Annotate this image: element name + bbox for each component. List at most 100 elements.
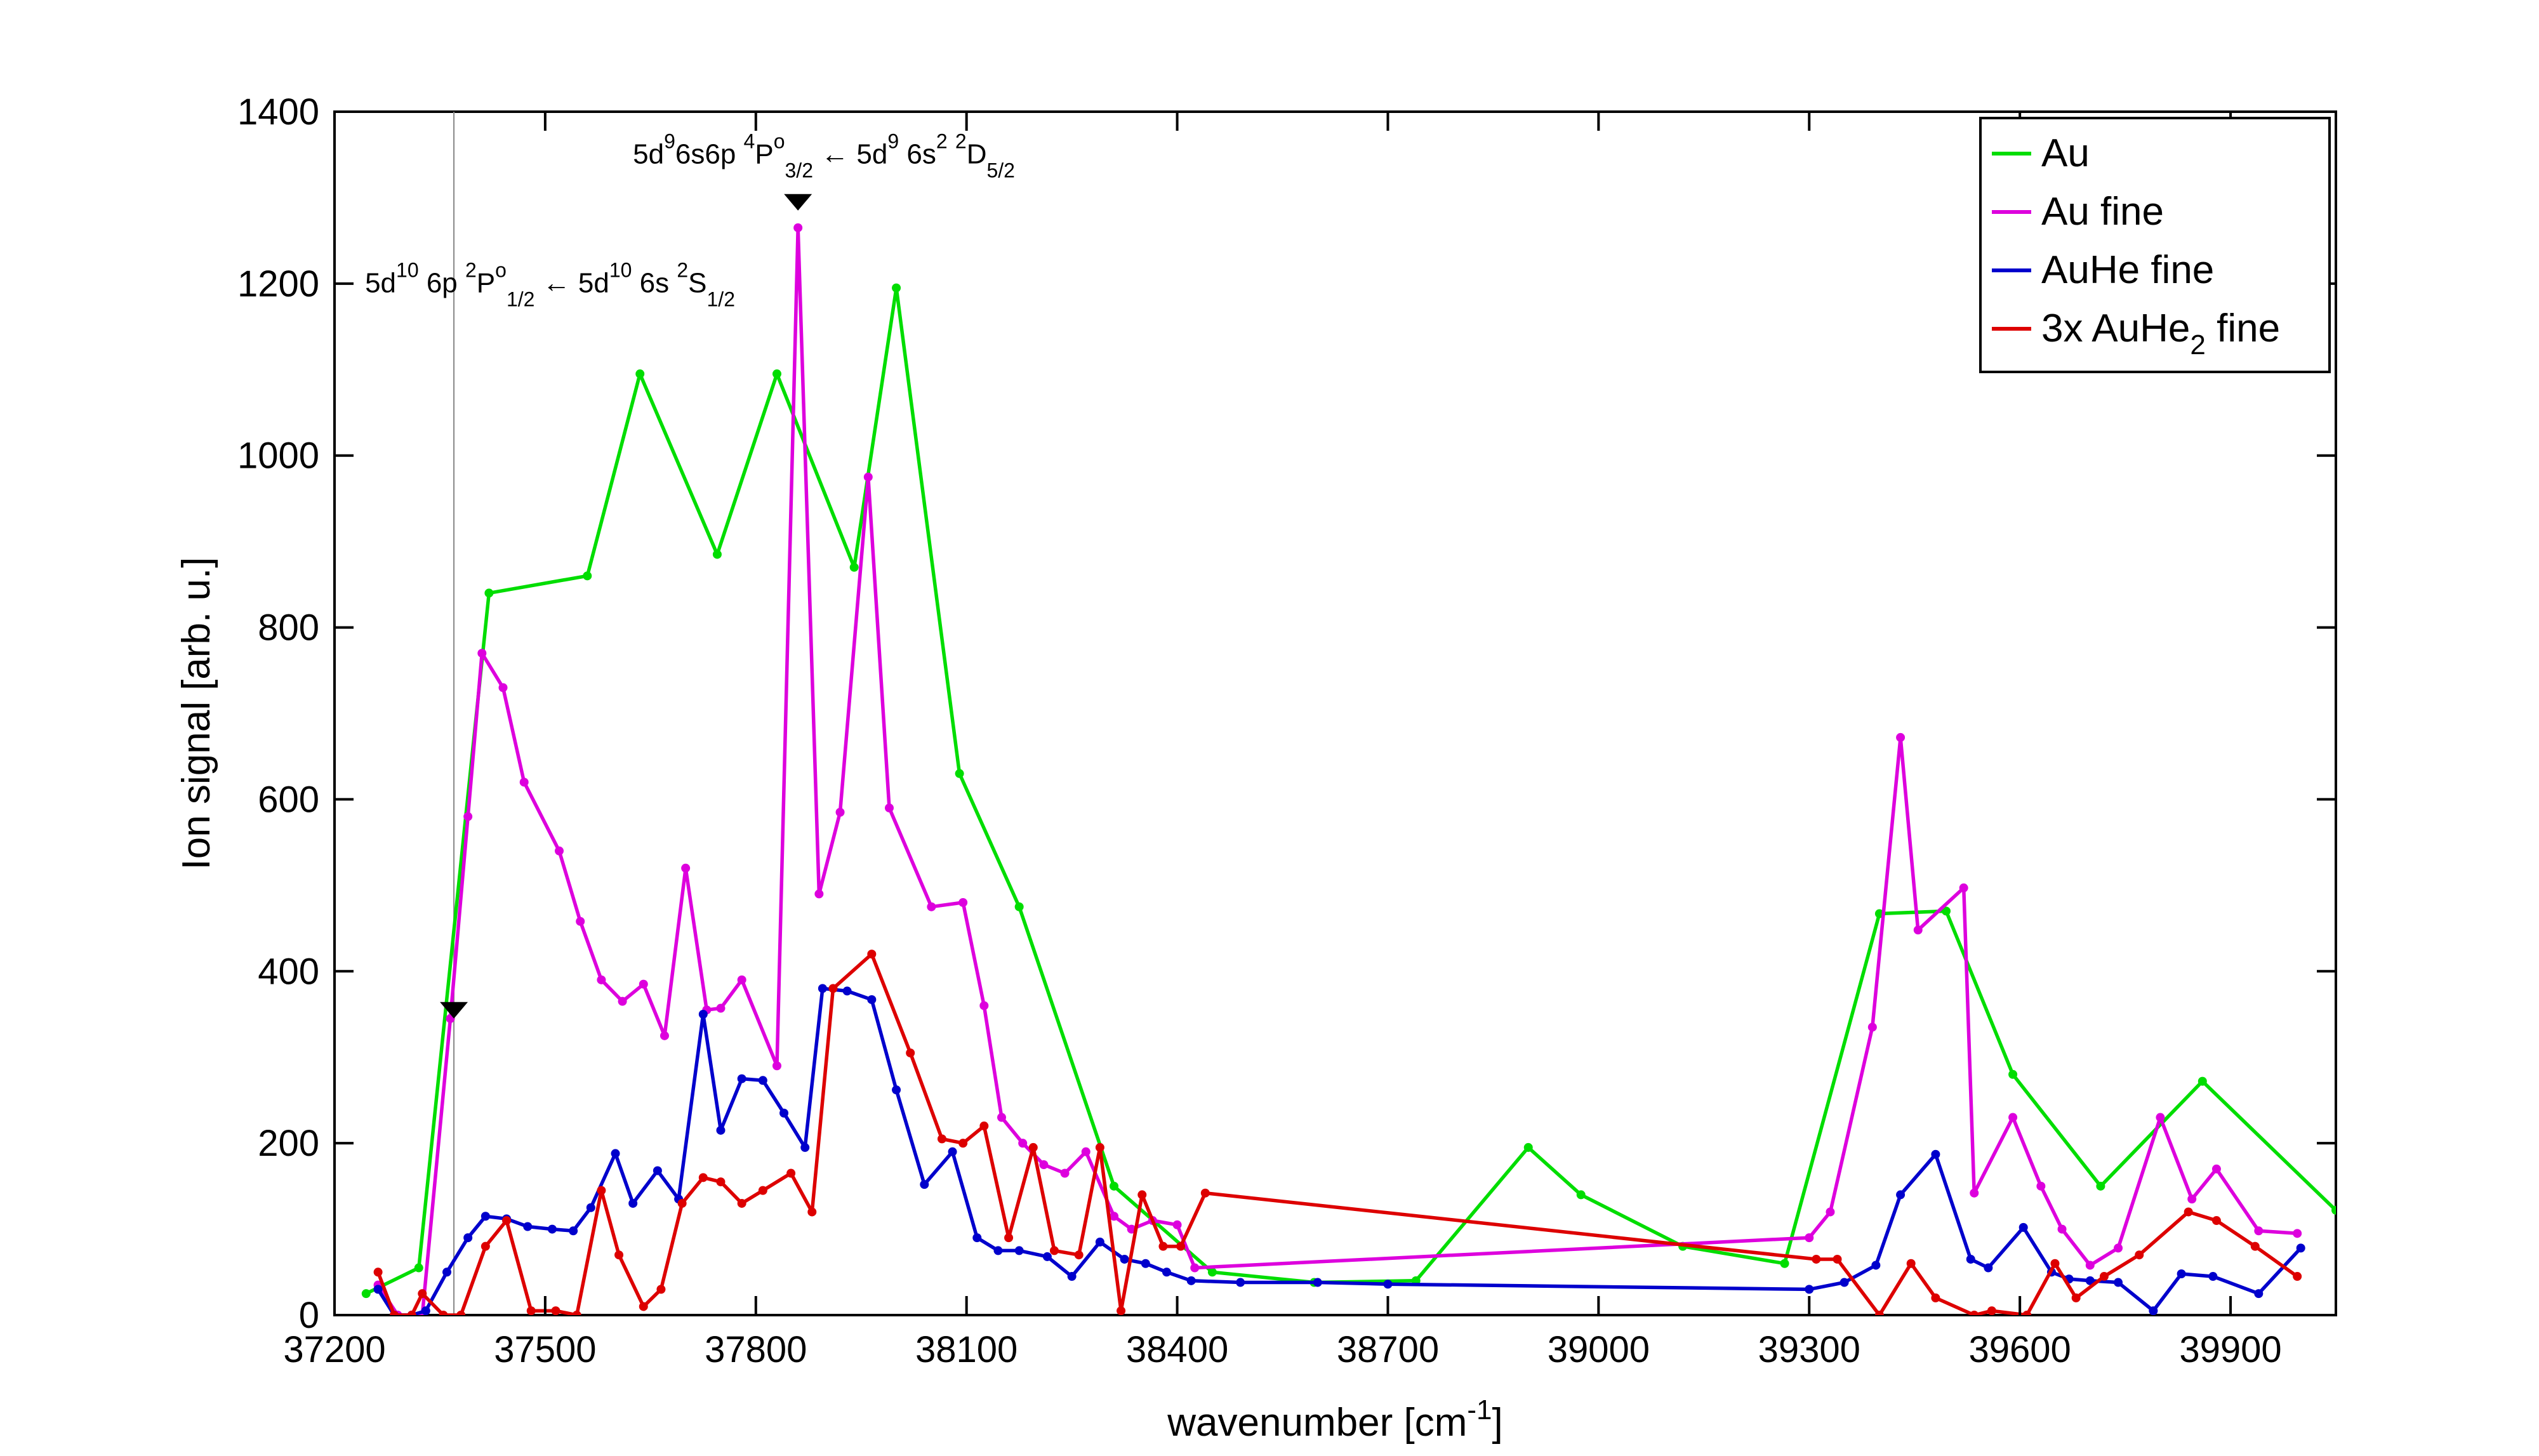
data-point (920, 1180, 929, 1189)
transition-label-part: 2 (677, 258, 688, 281)
transition-marker-icon (784, 194, 812, 211)
x-axis-label: wavenumber [cm-1] (1167, 1394, 1502, 1445)
data-point (618, 996, 627, 1006)
legend-label-end: fine (2206, 307, 2280, 350)
data-point (1867, 1023, 1877, 1032)
data-point (698, 1010, 708, 1019)
data-point (477, 649, 487, 658)
transition-label-part: ← 5d (813, 138, 887, 169)
data-point (2296, 1243, 2305, 1253)
data-point (2050, 1259, 2060, 1268)
transition-marker-icon (440, 1002, 468, 1019)
data-point (758, 1186, 767, 1195)
data-point (656, 1285, 666, 1294)
data-point (1931, 1149, 1940, 1159)
data-point (814, 889, 824, 899)
axis-ticks: 37200 37500 37800 38100 38400 38700 39000 39300… (237, 91, 2336, 1370)
y-tick-label: 800 (258, 607, 319, 649)
data-point (1931, 1293, 1940, 1302)
transition-label-part: o (495, 258, 507, 281)
data-point (2008, 1113, 2018, 1122)
data-point (927, 902, 936, 911)
data-point (1039, 1160, 1049, 1169)
series-1 (373, 223, 2302, 1315)
data-point (1049, 1246, 1059, 1255)
series-3 (373, 950, 2302, 1315)
data-point (800, 1142, 810, 1152)
legend-label-text: Au fine (2041, 190, 2164, 234)
legend: Au Au fine AuHe fine 3x AuHe2 fine (1979, 117, 2331, 373)
data-point (906, 1048, 915, 1057)
data-point (1176, 1241, 1186, 1251)
transition-label: 5d96s6p 4Po3/2 ← 5d9 6s2 2D5/2 (633, 129, 1015, 182)
x-tick-label: 39000 (1548, 1329, 1650, 1370)
transition-label-part: 5d (633, 138, 664, 169)
transition-label-part (948, 138, 955, 169)
legend-label: Au fine (2041, 190, 2164, 234)
data-point (523, 1222, 533, 1231)
legend-label-sub: 2 (2190, 329, 2205, 361)
transition-label-part: 6s (899, 138, 936, 169)
data-point (2187, 1195, 2197, 1204)
y-tick-label: 1000 (237, 435, 319, 477)
data-point (1874, 1311, 1884, 1315)
data-point (1966, 1254, 1975, 1264)
data-point (1871, 1261, 1881, 1270)
data-point (2135, 1250, 2144, 1260)
y-tick-label: 0 (299, 1295, 319, 1336)
data-point (712, 550, 722, 559)
data-point (835, 807, 845, 817)
y-tick-label: 600 (258, 779, 319, 820)
x-tick-label: 37200 (283, 1329, 385, 1370)
y-axis-label: Ion signal [arb. u.] (175, 557, 218, 870)
legend-label-text: Au (2041, 131, 2090, 175)
x-tick-label: 37500 (494, 1329, 596, 1370)
legend-label-text: 3x AuHe (2041, 307, 2190, 350)
data-point (1141, 1259, 1150, 1268)
transition-label-part: 6s6p (675, 138, 744, 169)
x-axis-label-end: ] (1492, 1401, 1502, 1445)
data-point (1042, 1252, 1052, 1261)
data-point (484, 588, 494, 598)
data-point (2250, 1241, 2260, 1251)
data-point (1200, 1188, 1210, 1198)
legend-label: 3x AuHe2 fine (2041, 307, 2280, 361)
data-point (2008, 1069, 2018, 1079)
data-point (892, 283, 901, 293)
series-line (376, 226, 2298, 1315)
data-point (597, 975, 606, 984)
x-tick-label: 37800 (705, 1329, 807, 1370)
data-point (2085, 1276, 2095, 1285)
data-point (1207, 1267, 1217, 1277)
data-point (1833, 1254, 1842, 1264)
data-point (993, 1246, 1003, 1255)
data-point (2254, 1289, 2264, 1299)
data-point (1014, 1246, 1024, 1255)
data-point (1941, 906, 1951, 916)
x-tick-label: 39300 (1758, 1329, 1860, 1370)
data-point (439, 1311, 448, 1315)
data-point (1987, 1306, 1996, 1315)
data-point (793, 223, 803, 232)
transition-label-part: S (688, 267, 706, 298)
data-point (716, 1125, 726, 1135)
data-point (481, 1212, 490, 1221)
data-point (519, 778, 529, 787)
transition-label-part: 1/2 (707, 288, 735, 310)
transition-label-part: 10 (609, 258, 632, 281)
data-point (390, 1311, 399, 1315)
data-point (442, 1267, 452, 1277)
data-point (2099, 1272, 2109, 1281)
data-point (2208, 1272, 2218, 1281)
data-point (1117, 1306, 1126, 1315)
data-point (1074, 1250, 1084, 1260)
legend-label: AuHe fine (2041, 248, 2214, 292)
data-point (421, 1306, 430, 1315)
data-point (737, 975, 746, 984)
data-point (955, 769, 964, 778)
data-point (2071, 1293, 2081, 1302)
legend-box (1979, 117, 2331, 373)
y-tick-label: 200 (258, 1123, 319, 1164)
data-point (526, 1306, 536, 1315)
data-point (498, 683, 508, 692)
